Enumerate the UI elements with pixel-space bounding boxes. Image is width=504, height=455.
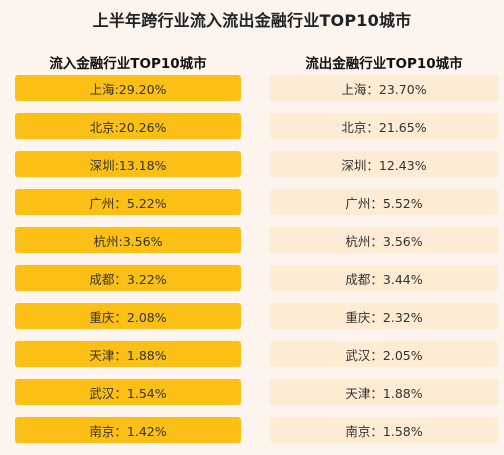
outflow-item-4: 广州：5.52%: [270, 189, 498, 215]
outflow-item-8: 武汉：2.05%: [270, 341, 498, 367]
inflow-item-10: 南京：1.42%: [15, 417, 241, 443]
inflow-list: 上海:29.20% 北京:20.26% 深圳:13.18% 广州：5.22% 杭…: [15, 75, 241, 455]
inflow-item-1: 上海:29.20%: [15, 75, 241, 101]
inflow-item-3: 深圳:13.18%: [15, 151, 241, 177]
inflow-item-4: 广州：5.22%: [15, 189, 241, 215]
inflow-column-title: 流入金融行业TOP10城市: [49, 56, 207, 72]
inflow-item-5: 杭州:3.56%: [15, 227, 241, 253]
inflow-item-2: 北京:20.26%: [15, 113, 241, 139]
outflow-item-5: 杭州：3.56%: [270, 227, 498, 253]
outflow-item-9: 天津：1.88%: [270, 379, 498, 405]
inflow-item-6: 成都：3.22%: [15, 265, 241, 291]
inflow-item-8: 天津：1.88%: [15, 341, 241, 367]
inflow-item-7: 重庆：2.08%: [15, 303, 241, 329]
outflow-item-2: 北京：21.65%: [270, 113, 498, 139]
outflow-list: 上海：23.70% 北京：21.65% 深圳：12.43% 广州：5.52% 杭…: [270, 75, 498, 455]
outflow-column-title: 流出金融行业TOP10城市: [305, 56, 463, 72]
outflow-item-3: 深圳：12.43%: [270, 151, 498, 177]
outflow-item-1: 上海：23.70%: [270, 75, 498, 101]
inflow-item-9: 武汉：1.54%: [15, 379, 241, 405]
outflow-item-10: 南京：1.58%: [270, 417, 498, 443]
page-title: 上半年跨行业流入流出金融行业TOP10城市: [92, 11, 412, 30]
outflow-item-6: 成都：3.44%: [270, 265, 498, 291]
outflow-item-7: 重庆：2.32%: [270, 303, 498, 329]
